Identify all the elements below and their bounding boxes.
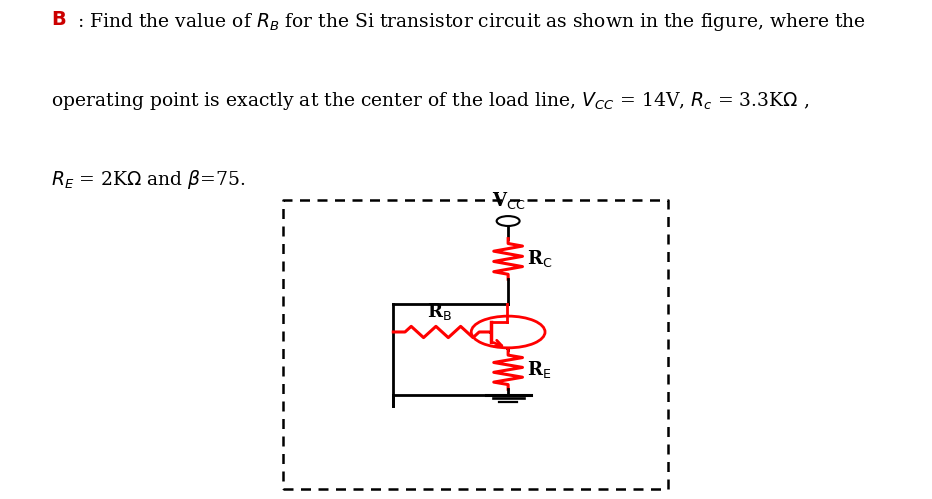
Circle shape: [497, 216, 520, 226]
Text: R$_{\rm E}$: R$_{\rm E}$: [527, 359, 551, 380]
Text: $\mathbf{B}$: $\mathbf{B}$: [51, 11, 66, 29]
Text: $R_E$ = 2K$\Omega$ and $\beta$=75.: $R_E$ = 2K$\Omega$ and $\beta$=75.: [51, 169, 246, 192]
Text: operating point is exactly at the center of the load line, $V_{CC}$ = 14V, $R_c$: operating point is exactly at the center…: [51, 90, 810, 112]
Text: : Find the value of $R_B$ for the Si transistor circuit as shown in the figure, : : Find the value of $R_B$ for the Si tra…: [77, 11, 867, 33]
Text: V$_{\rm CC}$: V$_{\rm CC}$: [491, 190, 525, 212]
Text: R$_{\rm C}$: R$_{\rm C}$: [527, 249, 552, 269]
Text: R$_{\rm B}$: R$_{\rm B}$: [428, 301, 452, 322]
